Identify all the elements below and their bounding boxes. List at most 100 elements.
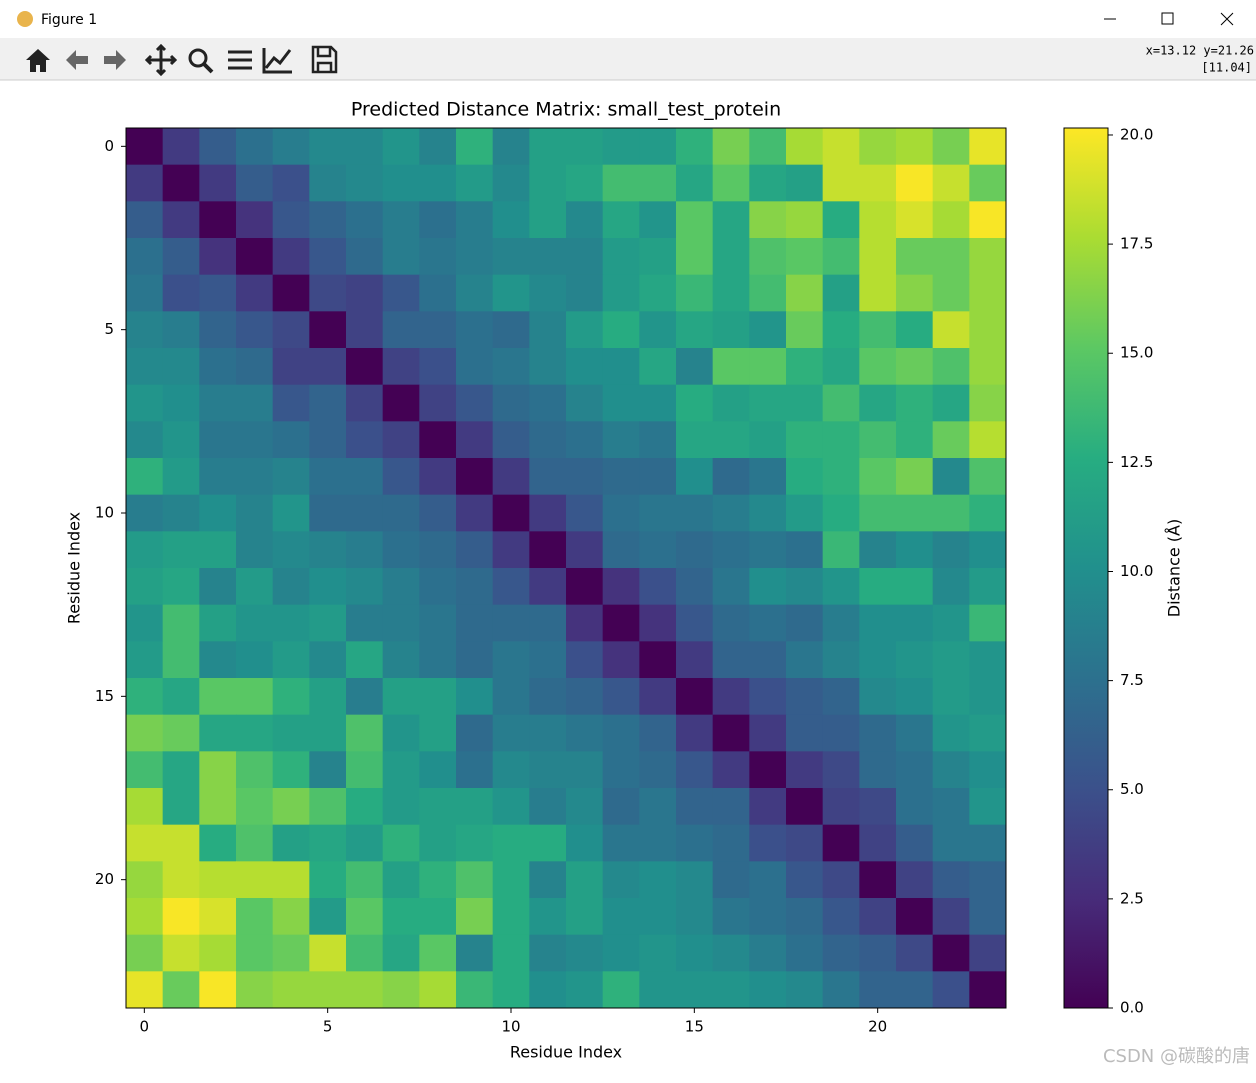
heatmap-cell <box>309 678 347 716</box>
heatmap-cell <box>126 421 164 459</box>
heatmap-cell <box>896 128 934 166</box>
edit-axes-button[interactable] <box>262 48 292 74</box>
heatmap-cell <box>456 384 494 422</box>
heatmap-cell <box>272 274 310 312</box>
heatmap-cell <box>199 421 237 459</box>
y-tick-label: 5 <box>104 320 114 338</box>
heatmap-cell <box>382 824 420 862</box>
heatmap-cell <box>456 238 494 276</box>
configure-button[interactable] <box>228 50 252 70</box>
heatmap-cell <box>419 531 457 569</box>
x-tick-label: 10 <box>501 1018 520 1036</box>
heatmap-cell <box>419 384 457 422</box>
heatmap-cell <box>639 568 677 606</box>
forward-button[interactable] <box>104 50 126 70</box>
heatmap-cell <box>492 458 530 496</box>
heatmap-cell <box>419 788 457 826</box>
heatmap-cell <box>712 384 750 422</box>
heatmap-cell <box>199 494 237 532</box>
heatmap-cell <box>236 824 274 862</box>
save-button[interactable] <box>311 45 338 74</box>
heatmap-cell <box>529 898 567 936</box>
colorbar-tick-label: 15.0 <box>1120 344 1153 362</box>
heatmap-cell <box>566 788 604 826</box>
heatmap-cell <box>639 458 677 496</box>
heatmap-cell <box>786 384 824 422</box>
heatmap-cell <box>492 568 530 606</box>
heatmap-cell <box>969 641 1007 679</box>
heatmap-cell <box>969 934 1007 972</box>
heatmap-cell <box>492 971 530 1009</box>
y-tick-label: 0 <box>104 137 114 155</box>
heatmap-cell <box>346 494 384 532</box>
pan-button[interactable] <box>144 43 178 77</box>
heatmap-cell <box>346 348 384 386</box>
heatmap-cell <box>969 861 1007 899</box>
heatmap-cell <box>456 788 494 826</box>
heatmap-cell <box>346 421 384 459</box>
heatmap-cell <box>932 934 970 972</box>
heatmap-cell <box>859 348 897 386</box>
heatmap-cell <box>272 824 310 862</box>
heatmap-cell <box>566 311 604 349</box>
heatmap-cell <box>602 201 640 239</box>
heatmap-cell <box>932 824 970 862</box>
heatmap-cell <box>896 311 934 349</box>
heatmap-cell <box>419 714 457 752</box>
heatmap-cell <box>786 201 824 239</box>
heatmap-cell <box>272 421 310 459</box>
heatmap-cell <box>822 971 860 1009</box>
heatmap-cell <box>346 274 384 312</box>
heatmap-cell <box>272 604 310 642</box>
heatmap-cell <box>382 898 420 936</box>
heatmap-cell <box>236 934 274 972</box>
heatmap-cell <box>602 641 640 679</box>
heatmap-cell <box>419 751 457 789</box>
heatmap-cell <box>859 238 897 276</box>
heatmap-cell <box>492 274 530 312</box>
heatmap-cell <box>199 714 237 752</box>
heatmap-cell <box>309 934 347 972</box>
heatmap-cell <box>236 861 274 899</box>
back-button[interactable] <box>66 50 88 70</box>
home-button[interactable] <box>26 49 50 72</box>
heatmap-cell <box>822 128 860 166</box>
heatmap-cell <box>456 824 494 862</box>
heatmap-cell <box>749 164 787 202</box>
heatmap-cell <box>236 604 274 642</box>
heatmap-cell <box>199 568 237 606</box>
heatmap-cell <box>786 641 824 679</box>
heatmap-cell <box>786 678 824 716</box>
heatmap-cell <box>932 531 970 569</box>
heatmap-cell <box>859 824 897 862</box>
heatmap-cell <box>492 898 530 936</box>
heatmap-cell <box>822 531 860 569</box>
heatmap-cell <box>529 824 567 862</box>
heatmap-cell <box>492 164 530 202</box>
heatmap-cell <box>859 678 897 716</box>
heatmap-cell <box>822 898 860 936</box>
heatmap-cell <box>676 714 714 752</box>
heatmap-cell <box>236 641 274 679</box>
maximize-button[interactable] <box>1161 12 1174 25</box>
heatmap-cell <box>309 238 347 276</box>
heatmap-cell <box>639 861 677 899</box>
heatmap-cell <box>712 861 750 899</box>
heatmap-cell <box>932 861 970 899</box>
heatmap-cell <box>419 348 457 386</box>
heatmap-cell <box>456 678 494 716</box>
heatmap-cell <box>676 274 714 312</box>
zoom-button[interactable] <box>188 48 214 74</box>
heatmap-cell <box>309 348 347 386</box>
heatmap-cell <box>162 348 200 386</box>
heatmap-cell <box>712 971 750 1009</box>
heatmap-cell <box>419 934 457 972</box>
heatmap-cell <box>749 421 787 459</box>
heatmap-cell <box>566 898 604 936</box>
colorbar <box>1063 127 1109 1009</box>
heatmap-cell <box>272 201 310 239</box>
heatmap-cell <box>969 531 1007 569</box>
heatmap-cell <box>639 164 677 202</box>
heatmap-cell <box>896 788 934 826</box>
close-button[interactable] <box>1220 12 1234 26</box>
